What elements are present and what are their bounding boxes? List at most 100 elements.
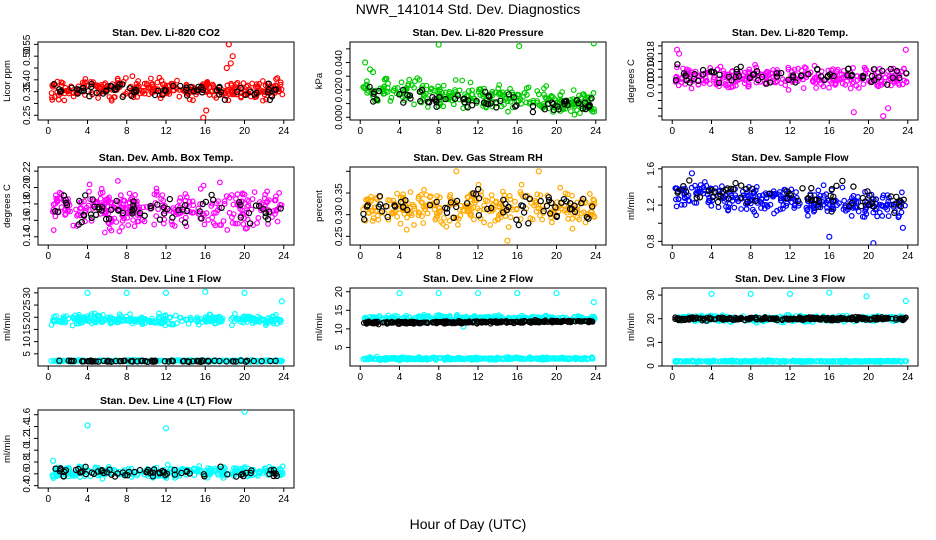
panel-title: Stan. Dev. Line 3 Flow xyxy=(735,273,846,285)
data-point xyxy=(707,81,713,87)
data-point xyxy=(169,82,177,90)
data-point xyxy=(70,222,77,229)
data-point xyxy=(561,356,568,362)
data-point xyxy=(866,192,873,199)
data-point xyxy=(260,205,267,213)
data-point xyxy=(682,72,690,80)
data-point xyxy=(575,318,582,325)
data-point xyxy=(406,92,414,99)
x-tick-label: 12 xyxy=(472,126,484,137)
data-point xyxy=(387,355,394,362)
data-point xyxy=(437,207,444,214)
data-point xyxy=(496,204,503,210)
data-point xyxy=(136,209,144,217)
data-point xyxy=(107,206,115,213)
x-tick-label: 12 xyxy=(160,372,172,383)
data-point xyxy=(396,91,403,98)
data-point xyxy=(400,191,407,198)
data-point xyxy=(153,213,160,220)
data-point xyxy=(828,185,836,193)
data-point xyxy=(501,101,507,108)
outlier-point xyxy=(200,114,207,120)
data-point xyxy=(541,105,549,113)
data-point xyxy=(209,214,216,221)
data-point xyxy=(475,212,483,219)
data-point xyxy=(179,358,187,365)
data-point xyxy=(197,358,204,365)
data-point xyxy=(96,313,103,320)
data-point xyxy=(243,357,251,364)
data-point xyxy=(369,355,376,362)
data-point xyxy=(732,82,739,89)
data-point xyxy=(468,196,474,203)
data-point xyxy=(135,78,142,84)
data-point xyxy=(228,322,235,329)
data-point xyxy=(578,196,585,203)
data-point xyxy=(260,97,266,104)
data-point xyxy=(241,313,248,320)
x-tick-label: 12 xyxy=(784,126,796,137)
data-point xyxy=(153,188,160,195)
data-point xyxy=(220,357,226,364)
data-point xyxy=(430,354,436,361)
data-point xyxy=(181,219,189,226)
data-point xyxy=(695,81,702,88)
data-point xyxy=(69,322,76,329)
data-point xyxy=(464,319,471,325)
data-point xyxy=(111,86,118,94)
panel-title: Stan. Dev. Gas Stream RH xyxy=(413,152,542,164)
data-point xyxy=(558,319,565,326)
data-point xyxy=(440,103,447,110)
data-point xyxy=(830,72,837,80)
data-point xyxy=(213,209,219,216)
data-point xyxy=(547,210,554,217)
data-point xyxy=(104,358,111,365)
data-points xyxy=(672,289,910,366)
data-point xyxy=(560,195,568,203)
outlier-point xyxy=(278,298,285,305)
data-point xyxy=(841,197,848,204)
data-point xyxy=(582,95,589,102)
data-point xyxy=(117,192,124,199)
data-points xyxy=(49,177,285,236)
data-point xyxy=(133,198,140,205)
data-point xyxy=(891,209,898,216)
data-point xyxy=(780,357,787,364)
data-point xyxy=(564,355,571,362)
data-point xyxy=(263,96,270,103)
data-point xyxy=(88,320,95,327)
data-point xyxy=(765,69,771,75)
data-point xyxy=(216,179,223,186)
data-point xyxy=(108,95,115,102)
data-point xyxy=(379,88,386,95)
data-point xyxy=(160,210,168,217)
data-point xyxy=(900,196,907,203)
data-point xyxy=(171,222,178,229)
data-point xyxy=(455,221,461,228)
y-tick-label: 0.8 xyxy=(646,234,657,248)
data-point xyxy=(881,80,887,87)
data-point xyxy=(518,181,525,188)
data-points xyxy=(48,42,286,120)
outlier-point xyxy=(747,290,754,297)
data-point xyxy=(732,179,739,187)
data-point xyxy=(674,61,681,68)
data-point xyxy=(848,212,855,219)
data-point xyxy=(830,358,837,365)
data-point xyxy=(698,358,705,365)
data-point xyxy=(585,215,592,222)
data-point xyxy=(513,216,520,223)
data-point xyxy=(370,88,378,96)
data-point xyxy=(742,69,749,76)
data-point xyxy=(901,315,908,322)
data-point xyxy=(719,188,727,195)
data-point xyxy=(52,192,59,199)
data-point xyxy=(708,202,715,209)
data-point xyxy=(369,217,376,224)
data-point xyxy=(251,91,258,98)
panel-title: Stan. Dev. Li-820 Temp. xyxy=(732,27,848,39)
data-point xyxy=(276,358,283,365)
